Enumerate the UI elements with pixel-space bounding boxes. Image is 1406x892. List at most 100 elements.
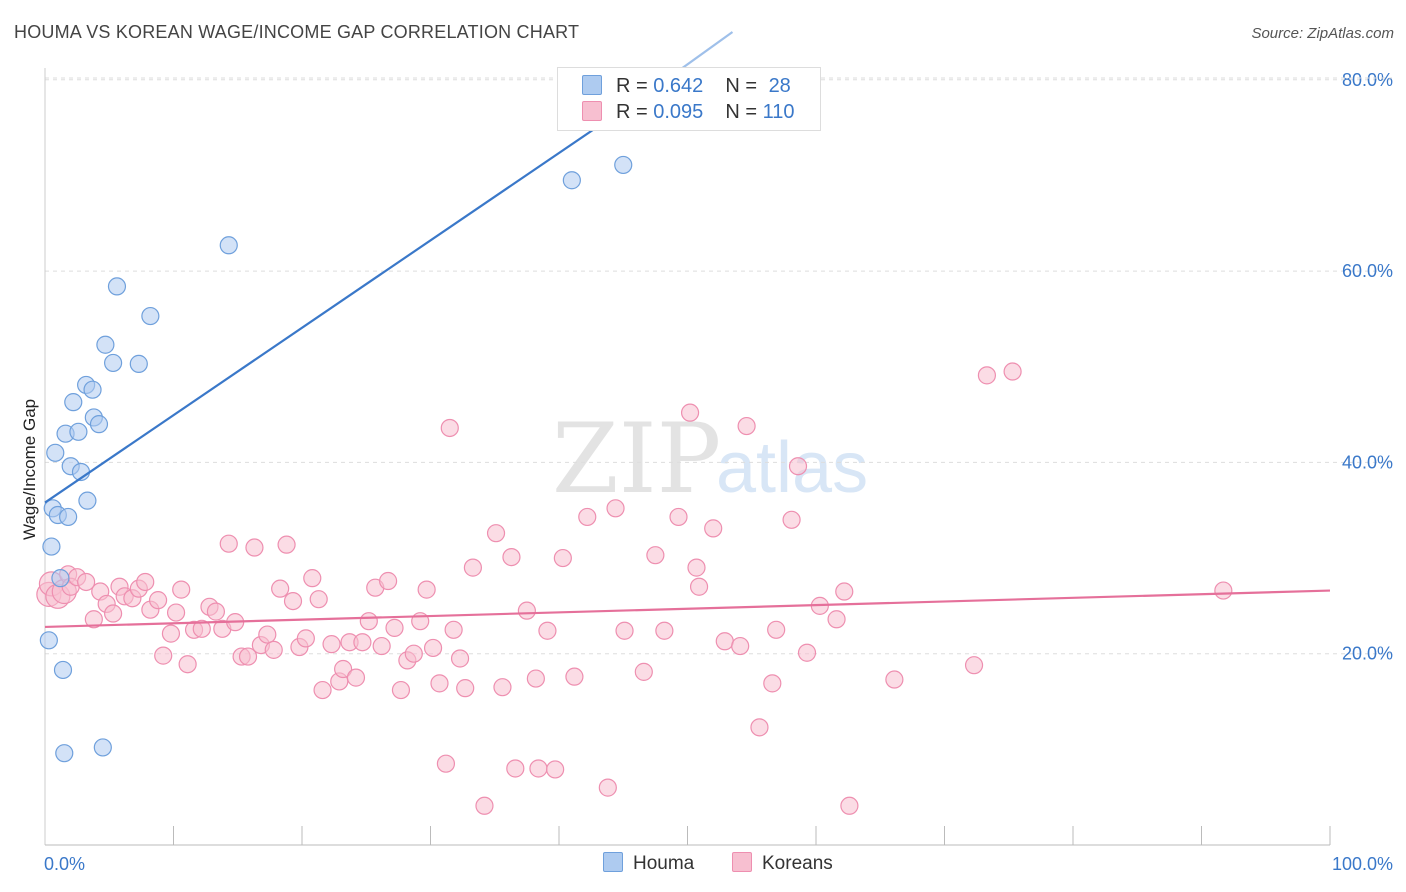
data-point-koreans (322, 635, 341, 654)
data-point-koreans (136, 572, 155, 592)
data-point-koreans (546, 760, 565, 779)
data-point-koreans (430, 674, 449, 693)
data-point-koreans (827, 610, 846, 629)
legend-swatch-koreans (732, 852, 752, 872)
legend-swatch-houma (603, 852, 623, 872)
data-point-koreans (309, 590, 328, 609)
data-point-houma (42, 537, 61, 556)
data-point-koreans (731, 636, 750, 656)
data-point-houma (53, 660, 73, 680)
data-point-koreans (359, 612, 378, 631)
data-point-koreans (154, 646, 173, 665)
data-point-houma (39, 631, 58, 650)
data-point-koreans (166, 603, 186, 622)
data-point-houma (46, 443, 65, 462)
data-point-koreans (598, 778, 617, 797)
data-point-koreans (493, 678, 512, 697)
y-tick-label: 20.0% (1342, 644, 1393, 664)
data-point-koreans (655, 621, 674, 640)
data-point-koreans (885, 670, 904, 689)
legend-n-label: N = (725, 101, 763, 123)
data-point-houma (141, 306, 160, 326)
data-point-houma (129, 354, 148, 373)
data-point-koreans (475, 796, 494, 815)
data-point-koreans (486, 524, 506, 543)
correlation-legend: R = 0.642 N = 28 R = 0.095 N = 110 (557, 67, 821, 131)
data-point-koreans (1003, 362, 1022, 381)
data-point-houma (83, 380, 102, 399)
data-point-koreans (391, 680, 411, 700)
y-tick-label: 40.0% (1342, 452, 1393, 472)
data-point-koreans (372, 636, 391, 656)
trendline-koreans (44, 589, 1331, 629)
data-point-houma (51, 569, 70, 588)
data-point-koreans (634, 662, 653, 681)
data-point-koreans (767, 620, 786, 639)
data-point-koreans (797, 643, 817, 662)
data-point-koreans (77, 572, 96, 592)
data-point-houma (104, 353, 123, 373)
data-point-koreans (436, 754, 456, 773)
legend-swatch-houma (582, 75, 602, 95)
legend-r-label: R = (616, 101, 654, 123)
data-point-koreans (334, 659, 353, 679)
data-point-koreans (835, 582, 854, 601)
data-point-koreans (517, 601, 536, 620)
data-point-koreans (506, 759, 525, 778)
legend-r-value: 0.095 (653, 101, 704, 123)
data-point-koreans (646, 546, 665, 565)
legend-row-koreans: R = 0.095 N = 110 (582, 101, 794, 125)
data-point-koreans (553, 548, 572, 568)
data-point-koreans (529, 759, 548, 778)
data-point-koreans (680, 403, 700, 422)
data-point-koreans (964, 656, 984, 675)
legend-item-koreans[interactable]: Koreans (732, 852, 833, 875)
data-point-koreans (502, 547, 521, 567)
chart-title: HOUMA VS KOREAN WAGE/INCOME GAP CORRELAT… (14, 22, 580, 42)
data-point-koreans (606, 499, 625, 518)
legend-label-houma: Houma (633, 853, 695, 874)
y-axis-label: Wage/Income Gap (20, 398, 39, 540)
data-point-koreans (148, 591, 168, 610)
legend-n-value: 28 (768, 75, 791, 97)
data-point-houma (64, 393, 83, 412)
data-point-koreans (715, 632, 734, 651)
data-point-koreans (763, 674, 782, 693)
data-point-koreans (385, 618, 404, 637)
data-point-houma (107, 277, 127, 296)
data-point-koreans (283, 591, 303, 611)
data-point-koreans (346, 668, 366, 687)
data-point-koreans (104, 604, 123, 623)
data-point-koreans (615, 621, 634, 640)
data-point-koreans (737, 416, 756, 436)
data-point-koreans (687, 558, 706, 577)
data-point-houma (55, 744, 74, 763)
data-point-koreans (704, 519, 723, 538)
data-point-koreans (788, 457, 808, 476)
data-point-houma (96, 335, 115, 354)
data-point-koreans (192, 619, 211, 638)
legend-n-label: N = (725, 75, 763, 97)
data-point-koreans (161, 624, 181, 643)
data-point-koreans (750, 718, 769, 737)
data-point-koreans (178, 655, 197, 674)
data-point-koreans (423, 638, 443, 658)
data-point-koreans (172, 580, 191, 599)
data-point-koreans (277, 535, 296, 554)
trendline-houma (44, 86, 656, 504)
data-point-koreans (578, 507, 597, 527)
data-point-houma (89, 415, 109, 434)
data-point-houma (614, 155, 633, 175)
data-point-koreans (669, 507, 688, 527)
data-point-koreans (303, 569, 322, 588)
legend-r-label: R = (616, 75, 654, 97)
data-point-koreans (219, 534, 238, 553)
legend-row-houma: R = 0.642 N = 28 (582, 75, 791, 99)
data-point-houma (93, 738, 112, 757)
legend-item-houma[interactable]: Houma (603, 852, 694, 875)
data-point-koreans (463, 558, 483, 577)
data-point-koreans (353, 633, 372, 652)
data-point-koreans (296, 629, 315, 648)
data-point-houma (59, 507, 78, 527)
